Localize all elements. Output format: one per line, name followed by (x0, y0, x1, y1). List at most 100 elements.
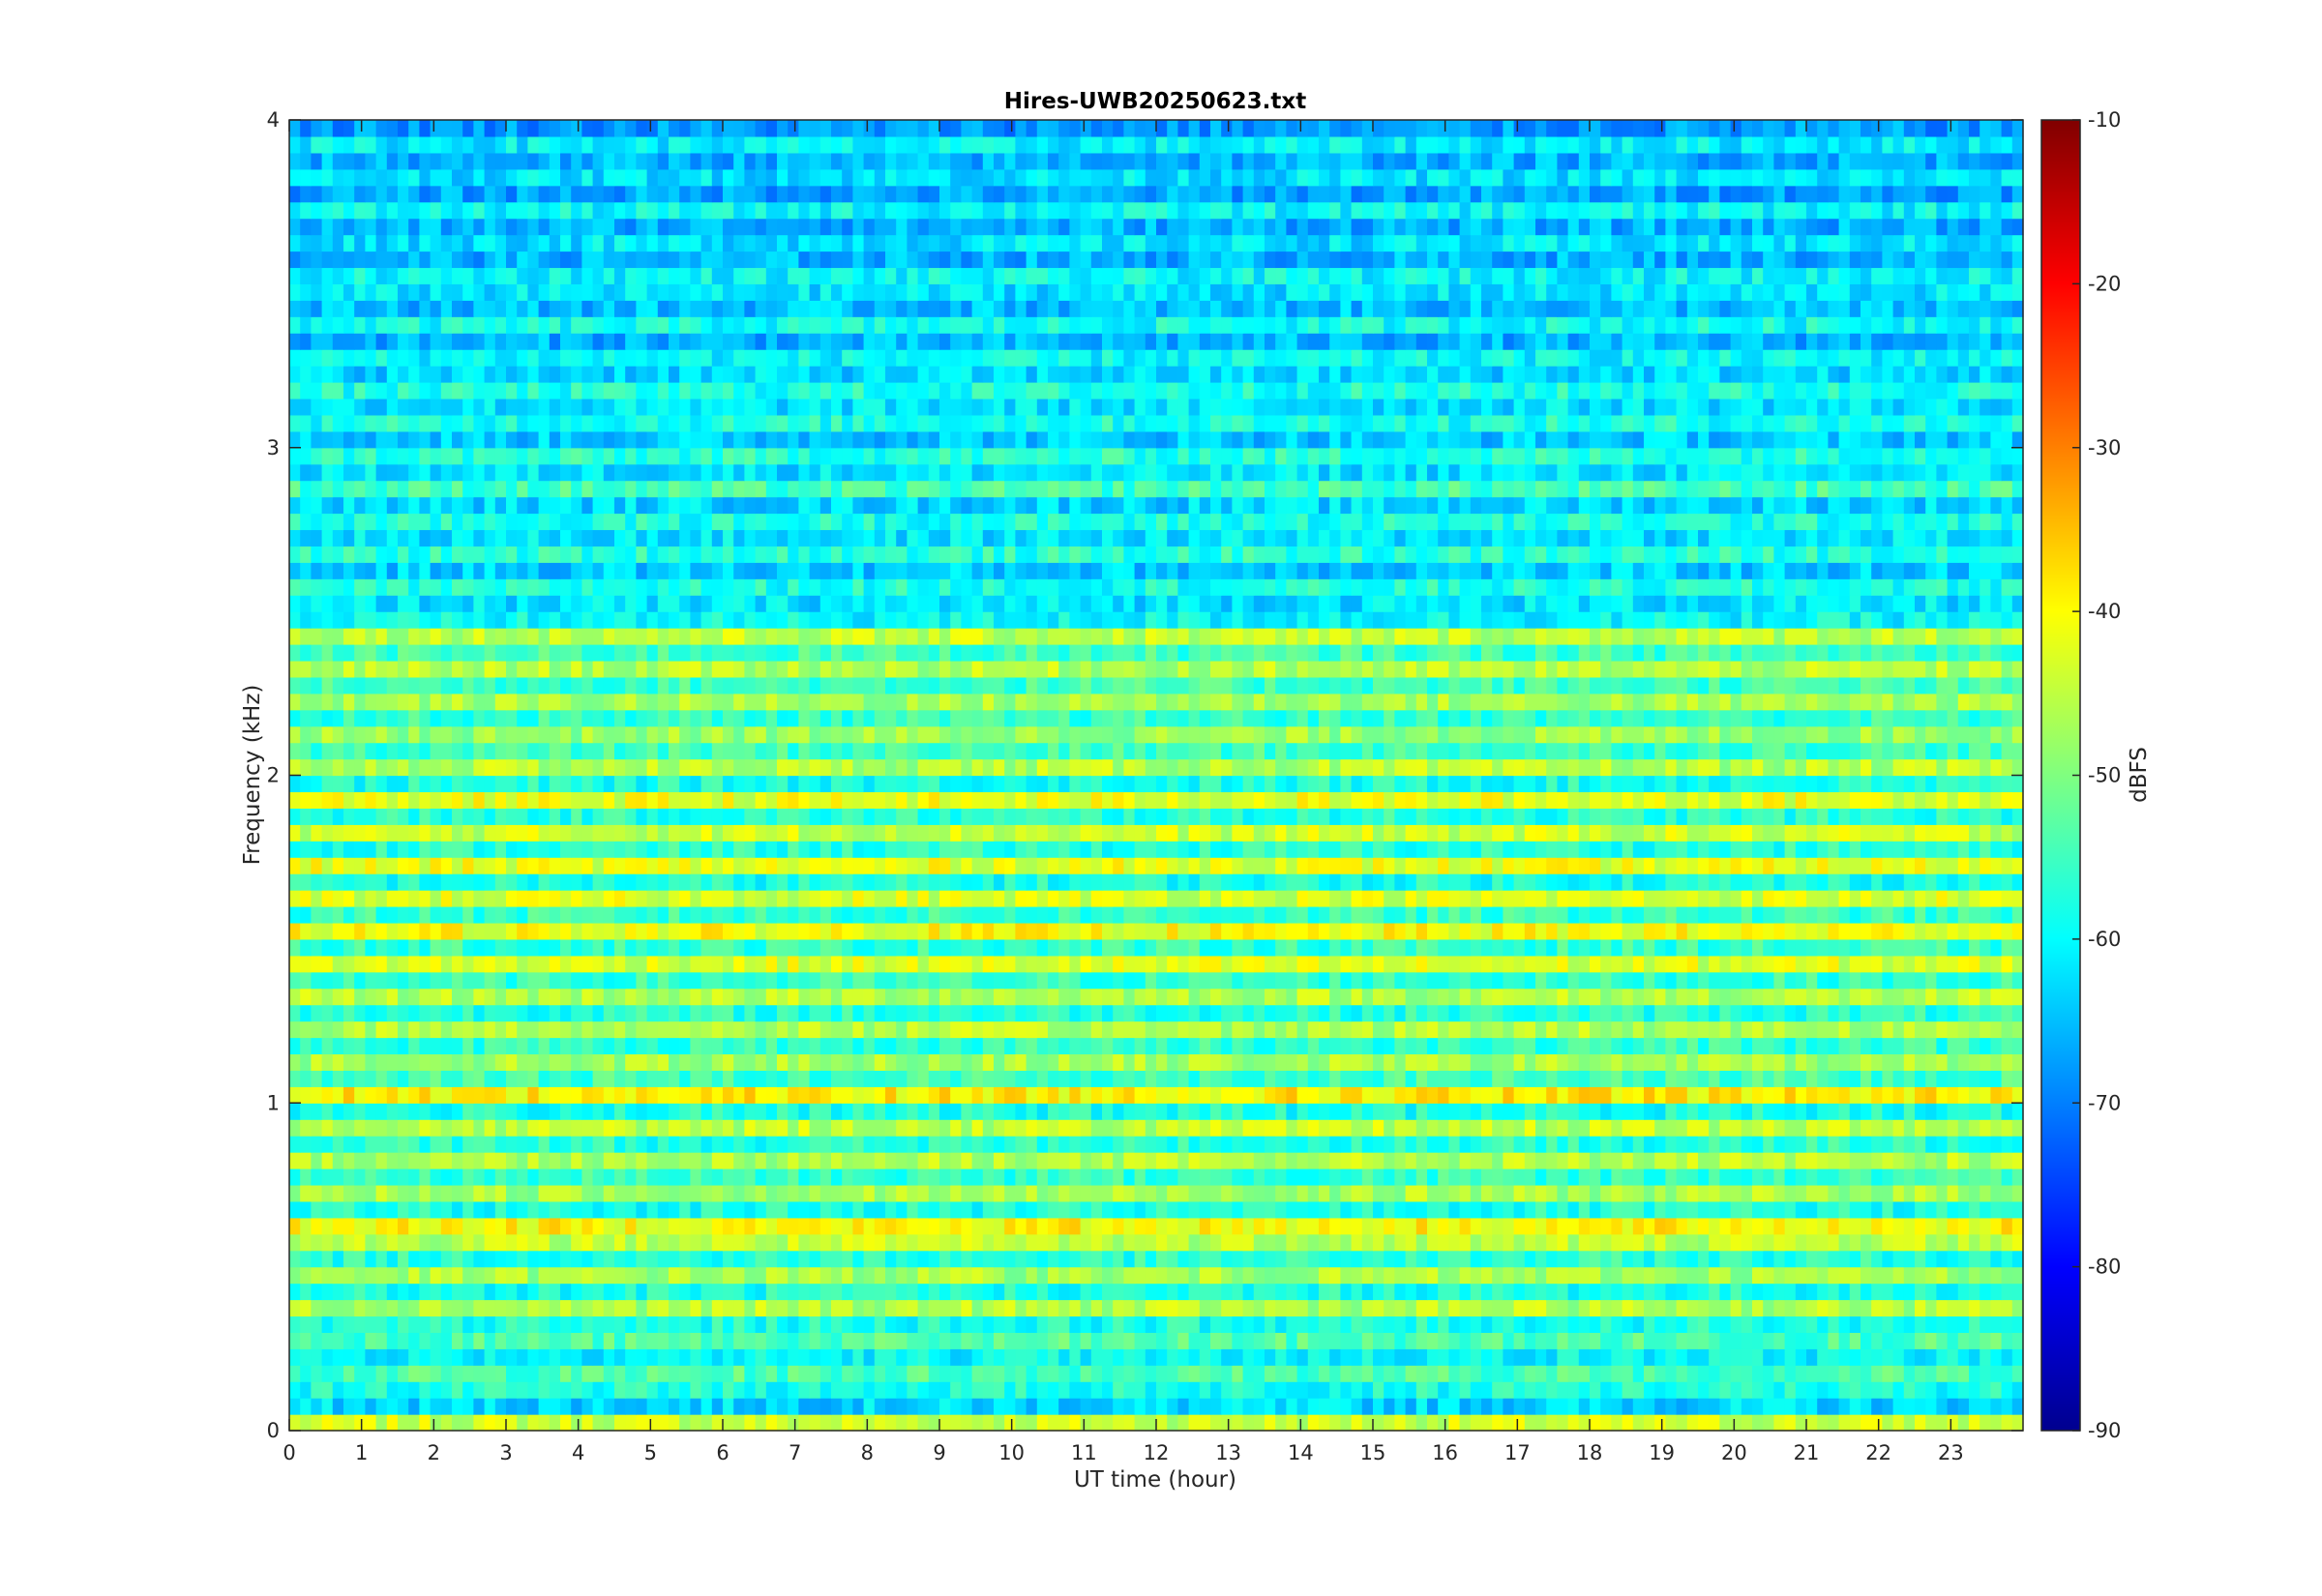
heatmap-cell (1730, 1332, 1742, 1349)
heatmap-cell (1578, 1053, 1591, 1071)
heatmap-cell (1470, 1184, 1482, 1202)
heatmap-cell (1253, 1184, 1265, 1202)
heatmap-cell (452, 1381, 463, 1399)
heatmap-cell (1448, 1250, 1461, 1268)
heatmap-cell (614, 1365, 626, 1382)
heatmap-cell (1644, 1070, 1655, 1087)
heatmap-cell (1069, 1037, 1082, 1055)
heatmap-cell (1286, 1233, 1298, 1252)
heatmap-cell (1817, 922, 1829, 940)
heatmap-cell (592, 1381, 605, 1399)
heatmap-cell (1427, 1136, 1439, 1153)
heatmap-cell (462, 1152, 474, 1169)
heatmap-cell (765, 1119, 778, 1137)
heatmap-cell (971, 1086, 984, 1104)
heatmap-cell (473, 922, 486, 940)
heatmap-cell (1470, 1070, 1482, 1087)
heatmap-cell (386, 938, 399, 957)
heatmap-cell (625, 1136, 637, 1153)
heatmap-cell (1199, 1315, 1211, 1333)
heatmap-cell (1481, 1250, 1493, 1268)
heatmap-cell (711, 955, 724, 973)
heatmap-cell (517, 1184, 528, 1202)
heatmap-cell (744, 971, 757, 990)
heatmap-cell (1567, 1053, 1580, 1071)
heatmap-cell (1546, 1103, 1558, 1120)
heatmap-cell (1448, 1020, 1461, 1039)
heatmap-cell (1394, 1217, 1407, 1235)
heatmap-cell (733, 1299, 745, 1317)
heatmap-cell (1242, 955, 1255, 973)
heatmap-cell (1676, 1414, 1688, 1432)
heatmap-cell (1167, 1004, 1178, 1022)
heatmap-cell (669, 1381, 680, 1399)
heatmap-cell (788, 1398, 799, 1415)
heatmap-cell (1861, 1398, 1872, 1415)
heatmap-cell (1134, 1070, 1146, 1087)
heatmap-cell (592, 1200, 605, 1219)
heatmap-cell (1438, 1070, 1449, 1087)
heatmap-cell (679, 1136, 691, 1153)
heatmap-cell (289, 1233, 301, 1252)
heatmap-cell (1177, 1004, 1190, 1022)
heatmap-cell (1188, 1103, 1201, 1120)
heatmap-cell (592, 1315, 605, 1333)
heatmap-cell (1123, 1233, 1136, 1252)
heatmap-cell (961, 1070, 973, 1087)
heatmap-cell (1752, 1283, 1764, 1301)
heatmap-cell (863, 1086, 876, 1104)
heatmap-cell (1167, 1020, 1178, 1039)
heatmap-cell (1915, 938, 1926, 957)
heatmap-cell (907, 1414, 919, 1432)
heatmap-cell (1654, 1398, 1666, 1415)
heatmap-cell (723, 1299, 734, 1317)
heatmap-cell (1915, 1398, 1926, 1415)
heatmap-cell (994, 988, 1005, 1006)
heatmap-cell (788, 1070, 799, 1087)
heatmap-cell (1600, 1184, 1612, 1202)
heatmap-cell (1199, 1233, 1211, 1252)
heatmap-cell (1980, 938, 1991, 957)
heatmap-cell (1448, 1136, 1461, 1153)
heatmap-cell (1340, 988, 1353, 1006)
heatmap-cell (1394, 1070, 1407, 1087)
heatmap-cell (1405, 1332, 1417, 1349)
heatmap-cell (560, 1414, 572, 1432)
heatmap-cell (1080, 1004, 1092, 1022)
heatmap-cell (907, 1053, 919, 1071)
heatmap-cell (1373, 922, 1384, 940)
heatmap-cell (723, 1152, 734, 1169)
heatmap-cell (484, 1299, 496, 1317)
heatmap-cell (1709, 1381, 1720, 1399)
heatmap-cell (1557, 1365, 1569, 1382)
heatmap-cell (538, 1233, 551, 1252)
heatmap-cell (1513, 1315, 1526, 1333)
heatmap-cell (1459, 1053, 1472, 1071)
heatmap-cell (375, 1136, 388, 1153)
heatmap-cell (1686, 1299, 1699, 1317)
heatmap-cell (1915, 1299, 1926, 1317)
heatmap-cell (484, 1266, 496, 1285)
heatmap-cell (852, 938, 865, 957)
heatmap-cell (1329, 922, 1341, 940)
heatmap-cell (1470, 1365, 1482, 1382)
heatmap-cell (1741, 1136, 1753, 1153)
heatmap-cell (636, 1086, 648, 1104)
heatmap-cell (1980, 1200, 1991, 1219)
heatmap-cell (1773, 1168, 1786, 1186)
heatmap-cell (1177, 1250, 1190, 1268)
heatmap-cell (1730, 1414, 1742, 1432)
heatmap-cell (700, 971, 713, 990)
heatmap-cell (2001, 1037, 2013, 1055)
heatmap-cell (549, 1119, 561, 1137)
heatmap-cell (289, 906, 301, 924)
heatmap-cell (452, 1200, 463, 1219)
heatmap-cell (1265, 1020, 1276, 1039)
heatmap-cell (636, 1299, 648, 1317)
heatmap-cell (2001, 1004, 2013, 1022)
heatmap-cell (332, 1365, 344, 1382)
heatmap-cell (1459, 1086, 1472, 1104)
heatmap-cell (1080, 1398, 1092, 1415)
heatmap-cell (1340, 1381, 1353, 1399)
heatmap-cell (1069, 1004, 1082, 1022)
